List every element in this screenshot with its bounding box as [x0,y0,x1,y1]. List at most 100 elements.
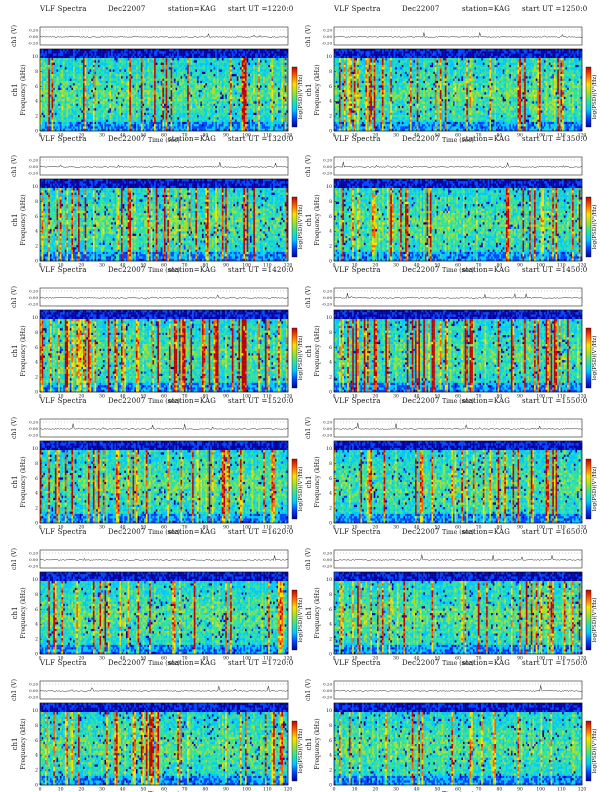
y-tick-label: 4 [35,229,38,235]
spectrogram-panel: VLF Spectra Dec22007 station=KAG start UT =… [302,528,592,658]
x-tick-label: 100 [242,787,251,792]
waveform-tick-label: 0.20 [29,28,38,33]
waveform-frame [40,27,288,45]
y-tick-label: 4 [329,360,332,366]
y-tick-label: 4 [35,360,38,366]
spectrogram-panel: VLF Spectra Dec22007 station=KAG start UT =… [302,266,592,396]
y-tick-label: 2 [35,114,38,120]
y-tick-label: 8 [329,461,332,467]
waveform-ylabel: ch1 (V) [305,679,312,701]
channel-label: ch1 [11,345,19,358]
spectrogram-cells [40,49,288,131]
waveform-ylabel: ch1 (V) [11,417,18,439]
colorbar-label: log(PSD)(V²/Hz) [591,729,598,774]
waveform-ylabel: ch1 (V) [305,25,312,47]
waveform-tick-label: -0.20 [322,171,333,176]
y-tick-label: 4 [35,491,38,497]
y-tick-label: 4 [35,622,38,628]
y-tick-label: 8 [329,723,332,729]
x-tick-label: 0 [333,787,336,792]
y-tick-label: 8 [35,461,38,467]
x-tick-label: 110 [263,787,272,792]
y-tick-label: 10 [326,446,332,452]
y-tick-label: 6 [329,345,332,351]
y-tick-label: 8 [329,69,332,75]
y-tick-label: 2 [329,244,332,250]
waveform-tick-label: 0.20 [29,289,38,294]
y-axis-label: Frequency (kHz) [314,718,321,769]
waveform-tick-label: -0.20 [28,41,39,46]
spectrogram-panel: VLF Spectra Dec22007 station=KAG start UT =… [8,135,298,265]
y-tick-label: 0 [329,129,332,135]
colorbar [292,590,297,650]
waveform-tick-label: 0.00 [29,426,38,431]
waveform-tick-label: 0.00 [29,557,38,562]
y-axis-label: Frequency (kHz) [314,194,321,245]
spectrogram-cells [334,179,582,261]
channel-label: ch1 [11,738,19,751]
waveform-frame [40,419,288,437]
y-tick-label: 4 [35,99,38,105]
x-tick-label: 30 [393,787,399,792]
waveform-tick-label: -0.20 [28,302,39,307]
colorbar-label: log(PSD)(V²/Hz) [591,336,598,381]
y-tick-label: 6 [329,607,332,613]
channel-label: ch1 [11,214,19,227]
colorbar [586,459,591,519]
waveform-ylabel: ch1 (V) [11,155,18,177]
y-tick-label: 6 [329,738,332,744]
waveform-tick-label: -0.20 [322,41,333,46]
colorbar [586,721,591,781]
waveform-ylabel: ch1 (V) [305,417,312,439]
y-tick-label: 10 [32,315,38,321]
y-tick-label: 0 [329,521,332,527]
channel-label: ch1 [305,738,313,751]
x-tick-label: 40 [414,787,420,792]
y-tick-label: 2 [35,637,38,643]
waveform-tick-label: -0.20 [322,302,333,307]
y-tick-label: 8 [329,592,332,598]
waveform-frame [40,681,288,699]
y-tick-label: 0 [329,259,332,265]
y-tick-label: 4 [329,753,332,759]
y-tick-label: 8 [35,69,38,75]
x-tick-label: 50 [434,787,440,792]
y-axis-label: Frequency (kHz) [20,194,27,245]
waveform-frame [40,550,288,568]
waveform-tick-label: -0.20 [28,433,39,438]
y-axis-label: Frequency (kHz) [314,456,321,507]
spectrogram-cells [40,441,288,523]
y-tick-label: 0 [329,652,332,658]
waveform-tick-label: 0.20 [323,158,332,163]
y-tick-label: 10 [32,54,38,60]
spectrogram-cells [334,703,582,785]
y-tick-label: 10 [326,184,332,190]
waveform-tick-label: 0.20 [29,551,38,556]
waveform-tick-label: 0.20 [323,28,332,33]
colorbar-label: log(PSD)(V²/Hz) [591,75,598,120]
waveform-tick-label: -0.20 [322,564,333,569]
y-tick-label: 2 [35,506,38,512]
y-tick-label: 8 [35,199,38,205]
colorbar [586,197,591,257]
y-tick-label: 6 [35,345,38,351]
colorbar-label: log(PSD)(V²/Hz) [591,598,598,643]
y-tick-label: 0 [329,390,332,396]
y-tick-label: 4 [329,622,332,628]
y-tick-label: 8 [329,330,332,336]
channel-label: ch1 [11,476,19,489]
y-tick-label: 0 [35,129,38,135]
waveform-tick-label: 0.00 [323,688,332,693]
spectrogram-panel: VLF Spectra Dec22007 station=KAG start UT =… [302,397,592,527]
spectrogram-panel: VLF Spectra Dec22007 station=KAG start UT =… [302,659,592,789]
spectrogram-panel: VLF Spectra Dec22007 station=KAG start UT =… [8,5,298,135]
waveform-frame [334,681,582,699]
x-tick-label: 120 [284,787,293,792]
